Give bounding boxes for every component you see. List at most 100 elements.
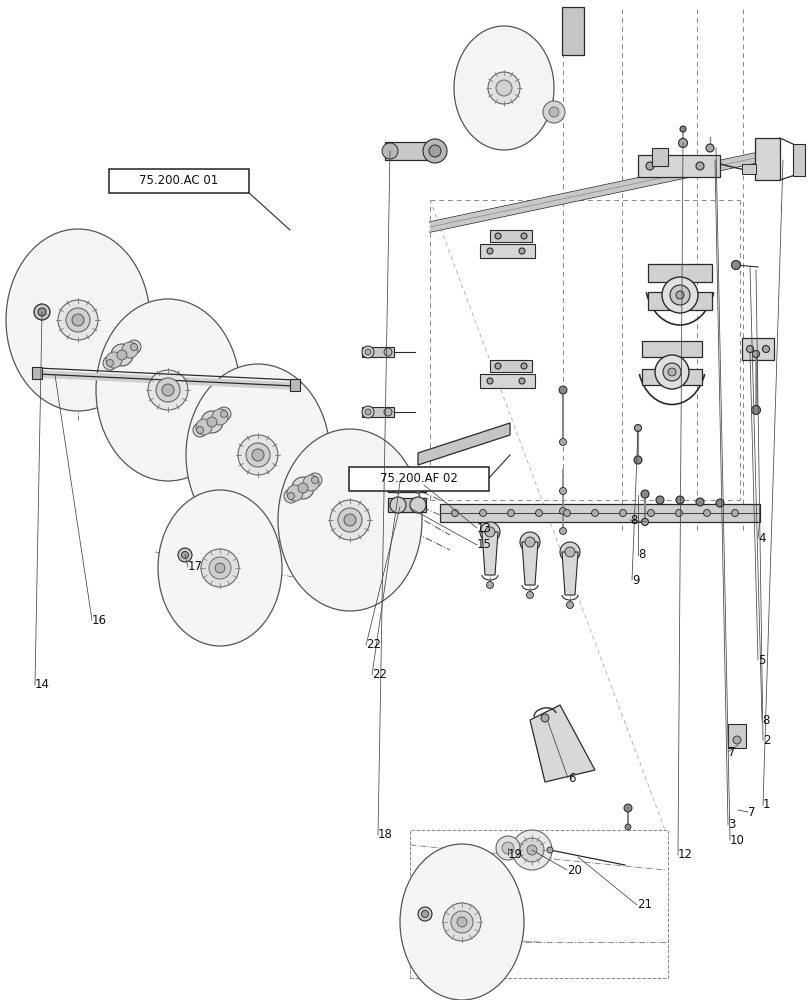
Circle shape	[656, 496, 664, 504]
Circle shape	[634, 456, 642, 464]
Circle shape	[252, 449, 264, 461]
Text: 8: 8	[762, 714, 769, 726]
Bar	[410, 830, 668, 978]
PathPatch shape	[418, 423, 510, 465]
Circle shape	[507, 510, 515, 516]
Circle shape	[706, 144, 714, 152]
Circle shape	[520, 532, 540, 552]
Bar	[388, 498, 426, 512]
Circle shape	[536, 510, 542, 516]
Circle shape	[418, 907, 432, 921]
Circle shape	[365, 409, 371, 415]
Circle shape	[495, 363, 501, 369]
Text: 9: 9	[632, 574, 639, 586]
Text: 8: 8	[630, 514, 638, 526]
Circle shape	[547, 847, 553, 853]
Text: 6: 6	[568, 772, 575, 784]
Bar	[32, 367, 42, 379]
Text: 19: 19	[508, 848, 523, 861]
Circle shape	[382, 143, 398, 159]
Circle shape	[443, 903, 481, 941]
Circle shape	[423, 139, 447, 163]
Text: 75.200.AC 01: 75.200.AC 01	[139, 174, 219, 188]
Circle shape	[625, 824, 631, 830]
Polygon shape	[562, 552, 578, 595]
Bar	[742, 338, 774, 360]
Circle shape	[122, 342, 138, 358]
Circle shape	[365, 349, 371, 355]
Circle shape	[747, 346, 754, 353]
Circle shape	[559, 528, 566, 534]
Circle shape	[221, 410, 228, 418]
Circle shape	[485, 527, 495, 537]
Circle shape	[131, 344, 137, 351]
Circle shape	[731, 510, 739, 516]
Circle shape	[193, 423, 207, 437]
Bar	[648, 264, 712, 282]
Ellipse shape	[158, 490, 282, 646]
Circle shape	[212, 409, 228, 425]
Circle shape	[591, 510, 599, 516]
Circle shape	[751, 406, 760, 414]
Text: 7: 7	[728, 746, 735, 758]
Circle shape	[178, 548, 192, 562]
Bar	[755, 138, 780, 180]
Circle shape	[679, 138, 688, 147]
Circle shape	[201, 549, 239, 587]
Circle shape	[549, 107, 559, 117]
Circle shape	[559, 508, 566, 514]
Circle shape	[288, 492, 294, 499]
Ellipse shape	[278, 429, 422, 611]
Circle shape	[519, 248, 525, 254]
Text: 13: 13	[477, 522, 492, 534]
Circle shape	[620, 510, 626, 516]
FancyBboxPatch shape	[109, 169, 249, 193]
Circle shape	[452, 510, 458, 516]
FancyBboxPatch shape	[349, 467, 489, 491]
Circle shape	[410, 497, 426, 513]
Circle shape	[292, 477, 314, 499]
Text: 75.200.AF 02: 75.200.AF 02	[380, 473, 458, 486]
Circle shape	[362, 406, 374, 418]
Circle shape	[521, 233, 527, 239]
Circle shape	[451, 911, 473, 933]
Text: 12: 12	[678, 848, 693, 861]
Polygon shape	[482, 532, 498, 575]
Circle shape	[390, 497, 406, 513]
Circle shape	[410, 477, 426, 493]
Circle shape	[246, 443, 270, 467]
Circle shape	[162, 384, 174, 396]
Circle shape	[716, 499, 724, 507]
Bar	[388, 478, 426, 492]
Text: 20: 20	[567, 863, 582, 876]
Circle shape	[520, 838, 544, 862]
Circle shape	[287, 485, 303, 501]
Bar	[793, 144, 805, 176]
Circle shape	[106, 352, 122, 368]
Circle shape	[34, 304, 50, 320]
Circle shape	[527, 845, 537, 855]
Bar	[728, 724, 746, 748]
Circle shape	[704, 510, 710, 516]
Text: 3: 3	[728, 818, 735, 832]
Text: 17: 17	[188, 560, 203, 574]
Text: 2: 2	[763, 734, 771, 746]
Circle shape	[215, 563, 225, 573]
Circle shape	[38, 308, 46, 316]
Circle shape	[422, 910, 428, 918]
Circle shape	[217, 407, 231, 421]
Circle shape	[647, 510, 654, 516]
Text: 16: 16	[92, 613, 107, 626]
Bar	[440, 504, 760, 522]
Bar	[362, 407, 394, 417]
Circle shape	[675, 510, 683, 516]
Circle shape	[676, 496, 684, 504]
Circle shape	[457, 917, 467, 927]
Ellipse shape	[6, 229, 150, 411]
Ellipse shape	[186, 364, 330, 546]
Circle shape	[696, 498, 704, 506]
Circle shape	[414, 481, 422, 489]
Ellipse shape	[454, 26, 554, 150]
Circle shape	[560, 542, 580, 562]
Circle shape	[207, 417, 217, 427]
